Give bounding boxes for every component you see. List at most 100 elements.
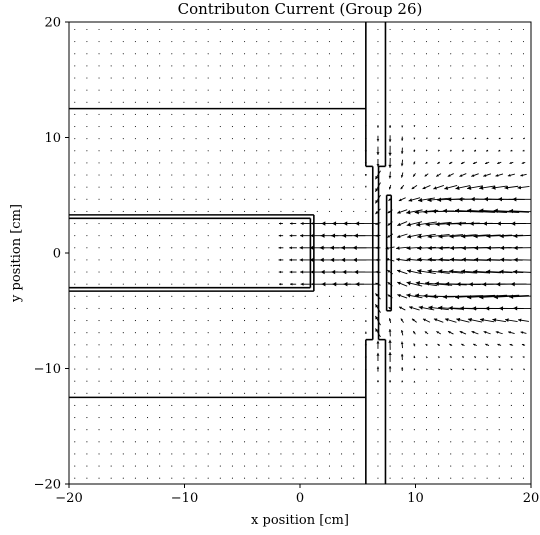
arrow-dot — [268, 53, 269, 54]
arrow-dot — [171, 126, 172, 127]
arrow-dot — [293, 29, 294, 30]
arrow-dot — [244, 187, 245, 188]
arrow-dot — [86, 417, 87, 418]
arrow-dot — [98, 272, 99, 273]
arrow-dot — [511, 405, 512, 406]
arrow-dot — [280, 405, 281, 406]
arrow-head — [407, 269, 411, 273]
arrow-dot — [159, 90, 160, 91]
arrow-dot — [147, 29, 148, 30]
arrow-dot — [353, 199, 354, 200]
arrow-dot — [511, 478, 512, 479]
arrow-head — [438, 369, 440, 371]
arrow-dot — [256, 320, 257, 321]
arrow-dot — [244, 320, 245, 321]
arrow-dot — [171, 114, 172, 115]
arrow-head — [401, 126, 403, 128]
arrow-dot — [256, 174, 257, 175]
arrow-head — [423, 210, 427, 214]
arrow-dot — [341, 53, 342, 54]
arrow-dot — [402, 417, 403, 418]
arrow-dot — [159, 126, 160, 127]
arrow-dot — [220, 369, 221, 370]
arrow-dot — [474, 441, 475, 442]
arrow-dot — [208, 77, 209, 78]
arrow-dot — [329, 369, 330, 370]
arrow-dot — [74, 417, 75, 418]
arrow-dot — [293, 65, 294, 66]
arrow-dot — [220, 405, 221, 406]
arrow-dot — [268, 320, 269, 321]
arrow-dot — [499, 102, 500, 103]
arrow-dot — [196, 29, 197, 30]
arrow-dot — [329, 441, 330, 442]
arrow-dot — [159, 235, 160, 236]
arrow-dot — [268, 187, 269, 188]
arrow-head — [341, 258, 345, 262]
arrow-dot — [244, 235, 245, 236]
arrow-dot — [511, 429, 512, 430]
arrow-dot — [86, 344, 87, 345]
arrow-head — [377, 380, 379, 382]
arrow-head — [343, 221, 347, 225]
arrow-dot — [353, 114, 354, 115]
arrow-dot — [159, 320, 160, 321]
arrow-dot — [353, 102, 354, 103]
arrow-dot — [98, 41, 99, 42]
arrow-dot — [256, 308, 257, 309]
arrow-dot — [135, 259, 136, 260]
arrow-dot — [487, 405, 488, 406]
arrow-dot — [86, 199, 87, 200]
arrow-dot — [147, 441, 148, 442]
arrow-dot — [220, 211, 221, 212]
arrow-dot — [511, 381, 512, 382]
arrow-head — [375, 259, 377, 261]
arrow-dot — [123, 369, 124, 370]
arrow-dot — [377, 466, 378, 467]
arrow-dot — [487, 90, 488, 91]
arrow-head — [439, 246, 443, 250]
arrow-dot — [474, 53, 475, 54]
arrow-head — [483, 221, 487, 225]
arrow-dot — [487, 441, 488, 442]
arrow-dot — [147, 308, 148, 309]
arrow-dot — [426, 478, 427, 479]
arrow-dot — [220, 138, 221, 139]
arrow-dot — [208, 308, 209, 309]
arrow-dot — [426, 114, 427, 115]
arrow-dot — [414, 429, 415, 430]
arrow-dot — [232, 356, 233, 357]
arrow-dot — [183, 29, 184, 30]
arrow-dot — [438, 441, 439, 442]
arrow-head — [401, 139, 403, 141]
arrow-head — [511, 137, 513, 139]
arrow-dot — [208, 478, 209, 479]
arrow-dot — [402, 466, 403, 467]
arrow-dot — [208, 332, 209, 333]
arrow-dot — [317, 65, 318, 66]
arrow-dot — [256, 29, 257, 30]
arrow-dot — [74, 41, 75, 42]
arrow-head — [462, 357, 464, 359]
arrow-dot — [183, 126, 184, 127]
arrow-dot — [438, 478, 439, 479]
arrow-head — [498, 197, 502, 201]
arrow-dot — [280, 356, 281, 357]
arrow-dot — [317, 369, 318, 370]
arrow-head — [343, 282, 347, 286]
arrow-dot — [232, 235, 233, 236]
arrow-dot — [147, 381, 148, 382]
arrow-dot — [98, 369, 99, 370]
arrow-dot — [196, 90, 197, 91]
arrow-dot — [353, 150, 354, 151]
arrow-dot — [220, 320, 221, 321]
arrow-dot — [135, 272, 136, 273]
arrow-dot — [268, 138, 269, 139]
arrow-dot — [232, 296, 233, 297]
arrow-dot — [268, 65, 269, 66]
arrow-dot — [159, 466, 160, 467]
arrow-dot — [256, 369, 257, 370]
arrow-dot — [462, 41, 463, 42]
arrow-dot — [208, 211, 209, 212]
arrow-dot — [196, 284, 197, 285]
